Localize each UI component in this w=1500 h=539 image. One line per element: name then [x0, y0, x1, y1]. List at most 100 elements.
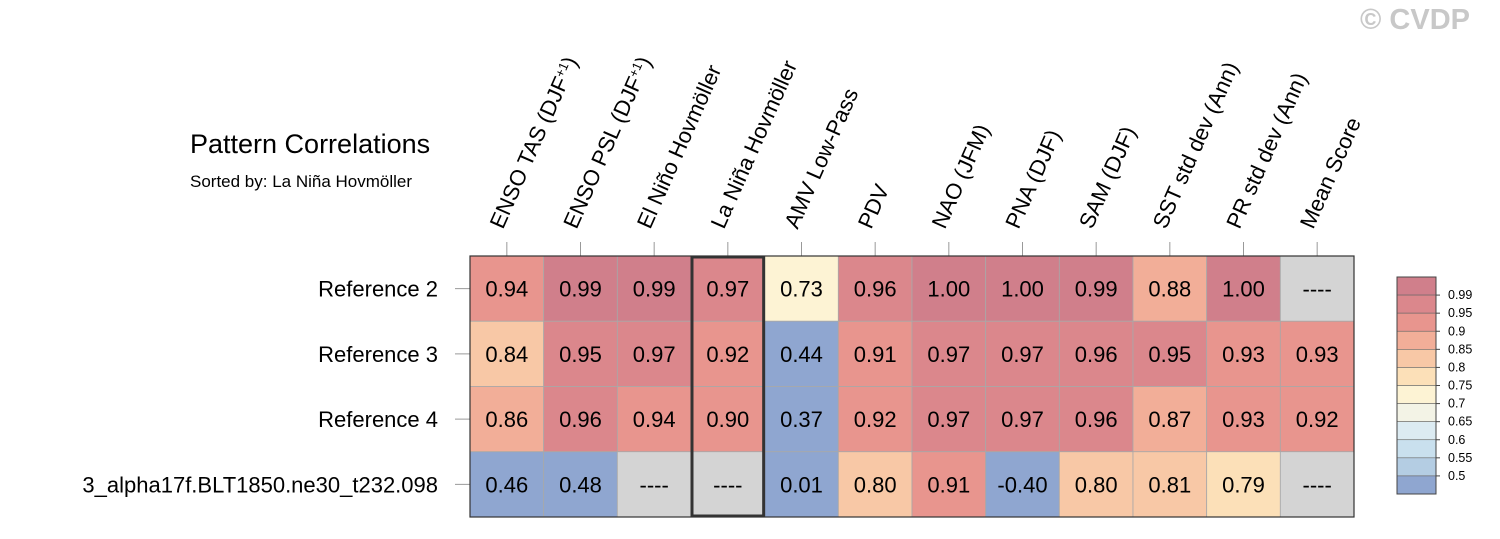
- row-label: Reference 3: [318, 342, 438, 367]
- heatmap-cell: [616, 451, 692, 518]
- cell-value-label: 0.92: [854, 407, 897, 432]
- cell-value-label: 1.00: [1222, 277, 1265, 302]
- cell-value-label: 0.79: [1222, 472, 1265, 497]
- heatmap-cell: [469, 386, 545, 453]
- cell-value-label: 0.97: [1001, 342, 1044, 367]
- cell-value-label: -0.40: [997, 472, 1047, 497]
- colorbar-label: 0.95: [1448, 306, 1472, 320]
- heatmap-cell: [690, 320, 766, 387]
- heatmap-cell: [985, 320, 1060, 387]
- cell-value-label: 0.99: [559, 277, 602, 302]
- heatmap-cell: [985, 451, 1060, 518]
- column-label: NAO (JFM): [927, 120, 995, 232]
- cell-value-label: 0.92: [706, 342, 749, 367]
- heatmap-cell: [469, 451, 545, 518]
- cell-value-label: 0.95: [559, 342, 602, 367]
- colorbar-swatch: [1396, 439, 1437, 459]
- cell-value-label: 0.93: [1222, 342, 1265, 367]
- cell-value-label: 0.48: [559, 472, 602, 497]
- cell-value-label: 0.96: [854, 277, 897, 302]
- colorbar-swatch: [1396, 294, 1437, 314]
- heatmap-cell: [837, 386, 913, 453]
- colorbar-swatch: [1396, 312, 1437, 332]
- cell-value-label: 0.88: [1148, 277, 1191, 302]
- colorbar-swatch: [1396, 421, 1437, 441]
- cell-value-label: 0.46: [485, 472, 528, 497]
- heatmap-cell: [690, 451, 766, 518]
- heatmap-cell: [543, 451, 618, 518]
- heatmap-cell: [911, 255, 987, 322]
- chart-subtitle: Sorted by: La Niña Hovmöller: [190, 172, 412, 191]
- heatmap-cell: [837, 451, 913, 518]
- cell-value-label: 0.94: [633, 407, 676, 432]
- cell-value-label: ----: [1303, 277, 1332, 302]
- heatmap-cell: [1206, 451, 1281, 518]
- colorbar-label: 0.9: [1448, 324, 1465, 338]
- heatmap-cell: [543, 255, 618, 322]
- colorbar-label: 0.5: [1448, 469, 1465, 483]
- heatmap-cell: [764, 255, 839, 322]
- column-label: PNA (DJF): [1000, 126, 1066, 232]
- colorbar-label: 0.8: [1448, 360, 1465, 374]
- colorbar-swatch: [1396, 403, 1437, 422]
- colorbar-label: 0.65: [1448, 415, 1472, 429]
- column-label: PR std dev (Ann): [1221, 69, 1312, 232]
- colorbar-swatch: [1396, 349, 1437, 368]
- colorbar-swatch: [1396, 475, 1437, 495]
- cell-value-label: 0.93: [1222, 407, 1265, 432]
- colorbar-label: 0.55: [1448, 451, 1472, 465]
- colorbar-label: 0.99: [1448, 288, 1472, 302]
- heatmap-cell: [1058, 386, 1134, 453]
- heatmap-cell: [911, 320, 987, 387]
- colorbar-label: 0.7: [1448, 397, 1465, 411]
- cell-value-label: 0.92: [1296, 407, 1339, 432]
- colorbar-swatch: [1396, 276, 1437, 296]
- cell-value-label: ----: [640, 472, 669, 497]
- row-label: 3_alpha17f.BLT1850.ne30_t232.098: [82, 472, 438, 497]
- heatmap-cell: [837, 320, 913, 387]
- heatmap-cell: [1058, 320, 1134, 387]
- cell-value-label: 0.37: [780, 407, 823, 432]
- cell-value-label: 0.81: [1148, 472, 1191, 497]
- colorbar-label: 0.75: [1448, 379, 1472, 393]
- cell-value-label: ----: [1303, 472, 1332, 497]
- colorbar-swatch: [1396, 457, 1437, 477]
- colorbar-label: 0.85: [1448, 342, 1472, 356]
- cell-value-label: 0.86: [485, 407, 528, 432]
- heatmap-cell: [616, 386, 692, 453]
- row-label: Reference 4: [318, 407, 438, 432]
- colorbar: 0.99 0.95 0.9 0.85 0.8 0.75 0.7 0.65 0.6 0.55 0.5: [1396, 276, 1472, 495]
- cell-value-label: 0.80: [854, 472, 897, 497]
- colorbar-swatch: [1396, 385, 1437, 404]
- grid-border: [469, 255, 1355, 518]
- cell-value-label: 0.97: [1001, 407, 1044, 432]
- heatmap-cell: [469, 320, 545, 387]
- cell-value-label: 0.97: [927, 342, 970, 367]
- cell-value-label: 0.73: [780, 277, 823, 302]
- heatmap-cell: [1132, 320, 1208, 387]
- cell-value-label: 0.97: [706, 277, 749, 302]
- colorbar-label: 0.6: [1448, 433, 1465, 447]
- row-label: Reference 2: [318, 277, 438, 302]
- cell-value-label: 0.99: [1075, 277, 1118, 302]
- cell-value-label: 0.95: [1148, 342, 1191, 367]
- heatmap-cell: [764, 320, 839, 387]
- heatmap-cell: [1279, 386, 1355, 453]
- column-label: PDV: [853, 180, 894, 232]
- cell-value-label: 0.96: [1075, 407, 1118, 432]
- row-labels: Reference 2 Reference 3 Reference 4 3_alpha…: [82, 277, 470, 497]
- heatmap-cell: [616, 320, 692, 387]
- chart-title: Pattern Correlations: [190, 129, 430, 159]
- cell-value-label: 0.94: [485, 277, 528, 302]
- column-label: SAM (DJF): [1074, 123, 1141, 233]
- cell-value-label: ----: [713, 472, 742, 497]
- heatmap-cells: 0.94 0.99 0.99 0.97 0.73 0.96 1.00 1.00 0.99 0.88…: [469, 255, 1355, 518]
- heatmap-cell: [1132, 451, 1208, 518]
- heatmap-cell: [764, 451, 839, 518]
- heatmap-cell: [1279, 255, 1355, 322]
- cell-value-label: 0.97: [927, 407, 970, 432]
- cvdp-watermark: © CVDP: [1360, 4, 1470, 36]
- cell-value-label: 0.84: [485, 342, 528, 367]
- cell-value-label: 0.96: [559, 407, 602, 432]
- colorbar-swatch: [1396, 367, 1437, 386]
